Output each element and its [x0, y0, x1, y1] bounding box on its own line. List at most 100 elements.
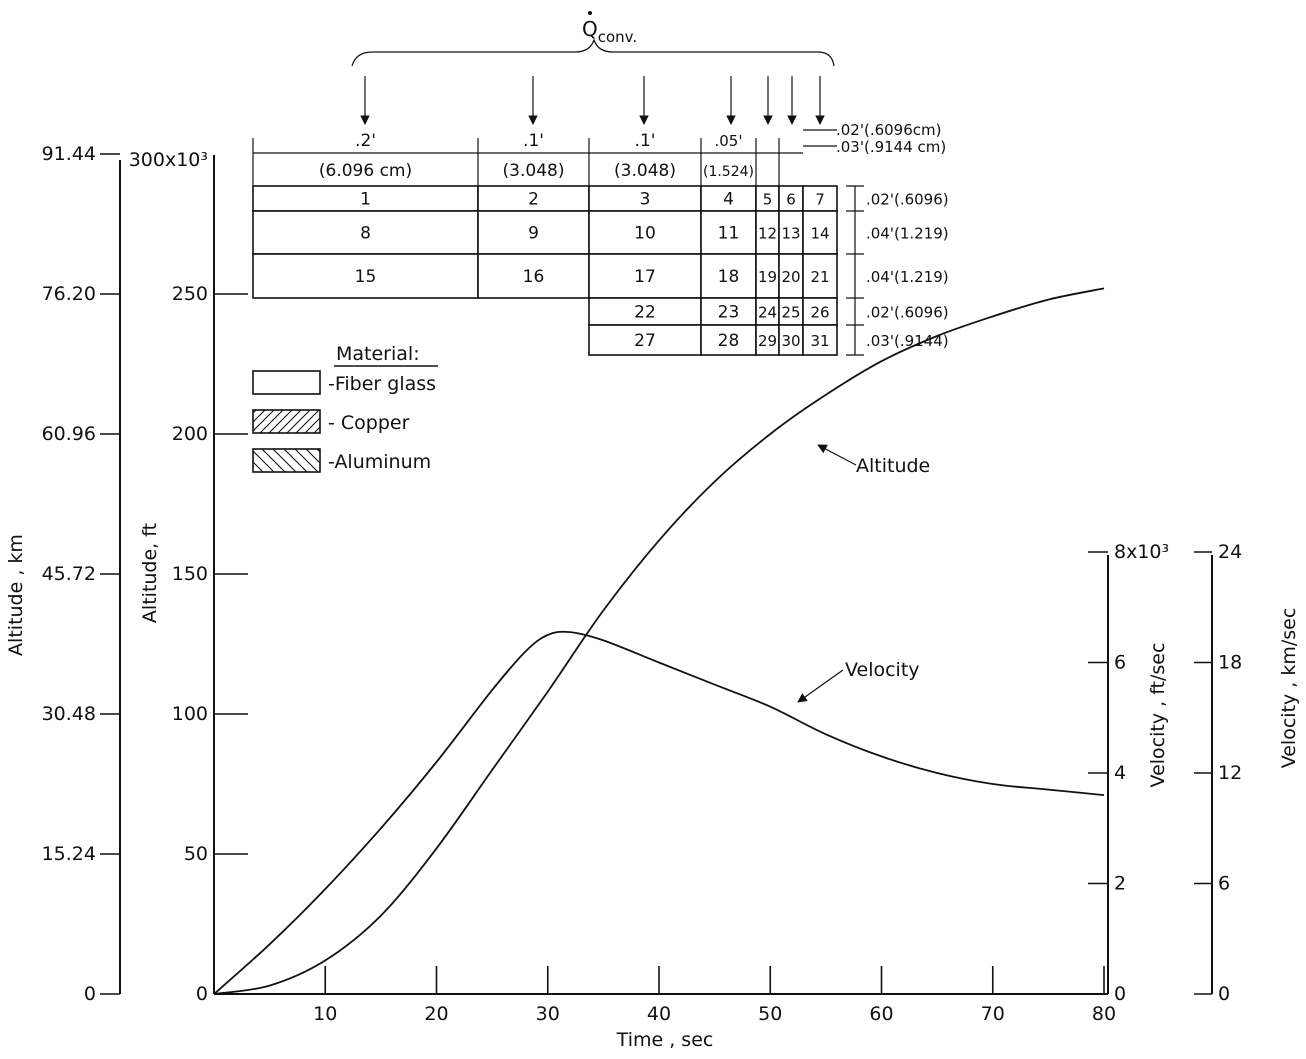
altitude-km-tick-label: 0: [84, 983, 96, 1005]
column-width-cm: (3.048): [503, 161, 565, 181]
velocity-curve-annotation: Velocity: [797, 659, 920, 703]
node-number: 30: [781, 332, 800, 350]
altitude-ft-tick-label: 150: [172, 563, 208, 585]
small-column-dimension: .03'(.9144 cm): [836, 138, 946, 156]
copper-label: - Copper: [328, 412, 410, 434]
fiber-glass-node: [477, 253, 590, 299]
velocity-kms-axis-title: Velocity , km/sec: [1278, 608, 1300, 769]
node-number: 19: [758, 268, 777, 286]
row-thickness-label: .02'(.6096): [866, 191, 949, 209]
time-tick-label: 30: [536, 1003, 560, 1025]
copper-swatch: [252, 409, 321, 434]
velocity-curve-label: Velocity: [845, 659, 920, 681]
aluminum-label: -Aluminum: [328, 451, 431, 473]
copper-node: [778, 185, 804, 212]
velocity-kms-tick-label: 0: [1218, 983, 1230, 1005]
material-legend: Material: -Fiber glass - Copper -Aluminu…: [252, 343, 438, 473]
column-width-cm: (1.524): [703, 164, 754, 180]
node-number: 4: [723, 190, 734, 210]
copper-node: [802, 185, 838, 212]
fiber-glass-node: [477, 210, 590, 255]
q-subscript: conv.: [598, 28, 637, 46]
node-number: 24: [758, 304, 777, 322]
column-width-cm: (3.048): [614, 161, 676, 181]
altitude-km-tick-label: 91.44: [42, 143, 96, 165]
fiber-glass-swatch: [252, 370, 321, 395]
node-number: 22: [634, 303, 656, 323]
velocity-kms-tick-label: 18: [1218, 652, 1242, 674]
node-number: 26: [810, 304, 829, 322]
legend-title: Material:: [336, 343, 420, 365]
q-brace: [351, 38, 835, 67]
fiber-glass-node: [588, 210, 702, 255]
altitude-curve-annotation: Altitude: [817, 444, 930, 477]
velocity-fps-tick-label: 4: [1114, 762, 1126, 784]
altitude-km-axis-title: Altitude , km: [5, 534, 27, 656]
velocity-curve: [213, 630, 1105, 995]
node-number: 6: [786, 191, 796, 209]
node-number: 9: [528, 224, 539, 244]
fiber-glass-label: -Fiber glass: [328, 373, 436, 395]
altitude-ft-tick-label: 50: [184, 843, 208, 865]
axis-ticks: 10 20 30 40 50 60 70 80015.2430.4845.7260.9676.…: [42, 143, 1243, 1025]
node-number: 8: [360, 224, 371, 244]
node-number: 1: [360, 190, 371, 210]
fiber-glass-node: [700, 210, 757, 255]
velocity-fps-tick-label: 0: [1114, 983, 1126, 1005]
aluminum-swatch: [252, 448, 321, 473]
q-symbol: Q: [582, 17, 598, 41]
q-conv-label: Qconv.: [582, 17, 637, 46]
row-thickness-label: .02'(.6096): [866, 304, 949, 322]
velocity-fps-tick-label: 8x10³: [1114, 541, 1169, 563]
time-tick-label: 60: [869, 1003, 893, 1025]
node-number: 14: [810, 225, 829, 243]
node-number: 18: [718, 267, 740, 287]
row-thickness-label: .03'(.9144): [866, 332, 949, 350]
altitude-km-tick-label: 15.24: [42, 843, 96, 865]
column-width-ft: .05': [715, 132, 743, 150]
node-number: 11: [718, 224, 740, 244]
altitude-km-tick-label: 60.96: [42, 423, 96, 445]
velocity-fps-tick-label: 2: [1114, 873, 1126, 895]
velocity-kms-tick-label: 12: [1218, 762, 1242, 784]
row-thickness-label: .04'(1.219): [866, 268, 949, 286]
fiber-glass-node: [588, 185, 702, 212]
node-number: 2: [528, 190, 539, 210]
node-number: 31: [810, 332, 829, 350]
time-tick-label: 40: [647, 1003, 671, 1025]
node-number: 12: [758, 225, 777, 243]
aluminum-node: [700, 297, 757, 326]
time-tick-label: 10: [313, 1003, 337, 1025]
altitude-ft-tick-label: 200: [172, 423, 208, 445]
node-number: 21: [810, 268, 829, 286]
node-number: 25: [781, 304, 800, 322]
altitude-km-tick-label: 45.72: [42, 563, 96, 585]
fiber-glass-node: [477, 185, 590, 212]
node-number: 17: [634, 267, 656, 287]
altitude-curve-label: Altitude: [856, 455, 930, 477]
altitude-km-tick-label: 30.48: [42, 703, 96, 725]
node-number: 7: [815, 191, 825, 209]
aluminum-node: [588, 324, 702, 356]
altitude-curve: [213, 287, 1105, 995]
node-number: 3: [640, 190, 651, 210]
velocity-fps-axis-title: Velocity , ft/sec: [1147, 643, 1169, 788]
node-number: 5: [763, 191, 773, 209]
copper-node: [778, 210, 804, 255]
column-width-ft: .1': [523, 131, 544, 151]
node-number: 27: [634, 331, 656, 351]
column-width-ft: .2': [355, 131, 376, 151]
heat-flux-arrows: [360, 76, 825, 125]
time-tick-label: 70: [981, 1003, 1005, 1025]
node-number: 15: [355, 267, 377, 287]
altitude-ft-axis-max-label: 300x10³: [129, 149, 208, 171]
time-tick-label: 80: [1092, 1003, 1116, 1025]
column-width-cm: (6.096 cm): [319, 161, 412, 181]
copper-node: [802, 210, 838, 255]
row-thickness-label: .04'(1.219): [866, 225, 949, 243]
copper-node: [802, 253, 838, 299]
node-number: 10: [634, 224, 656, 244]
altitude-ft-tick-label: 0: [196, 983, 208, 1005]
node-number: 28: [718, 331, 740, 351]
